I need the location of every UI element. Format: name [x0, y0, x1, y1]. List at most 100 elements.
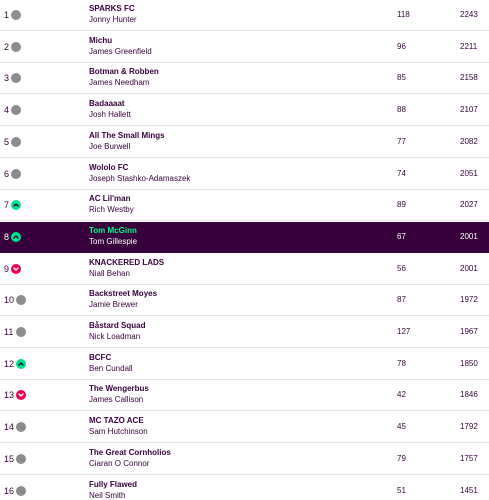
manager-name: Niall Behan	[89, 268, 130, 278]
total-points: 2082	[460, 136, 478, 146]
total-points: 2001	[460, 263, 478, 273]
total-points: 2051	[460, 168, 478, 178]
dot-icon	[11, 41, 21, 52]
team-name[interactable]: SPARKS FC	[89, 4, 135, 13]
chevron-down-icon	[16, 390, 26, 401]
team-name[interactable]: Fully Flawed	[89, 479, 138, 489]
dot-icon	[11, 168, 21, 179]
table-row[interactable]: 2 Michu James Greenfield 96 2211	[0, 32, 489, 63]
gameweek-points: 51	[397, 485, 406, 495]
gameweek-points: 56	[397, 263, 406, 273]
gameweek-points: 85	[397, 73, 406, 83]
chevron-up-icon	[16, 358, 26, 369]
team-name[interactable]: MC TAZO ACE	[89, 416, 144, 426]
table-row[interactable]: 9 KNACKERED LADS Niall Behan 56 2001	[0, 254, 489, 285]
table-row[interactable]: 14 MC TAZO ACE Sam Hutchinson 45 1792	[0, 412, 489, 444]
table-row[interactable]: 13 The Wengerbus James Callison 42 1846	[0, 380, 489, 412]
gameweek-points: 67	[397, 231, 406, 241]
rank-number: 3	[4, 73, 10, 84]
team-name[interactable]: Botman & Robben	[89, 67, 159, 77]
table-row[interactable]: 6 Wololo FC Joseph Stashko-Adamaszek 74 2051	[0, 159, 489, 190]
rank-number: 4	[4, 105, 10, 116]
gameweek-points: 88	[397, 105, 406, 115]
rank-number: 15	[4, 453, 15, 464]
manager-name: James Greenfield	[89, 46, 152, 56]
total-points: 1792	[460, 422, 478, 432]
total-points: 2158	[460, 73, 478, 83]
manager-name: James Needham	[89, 78, 150, 88]
gameweek-points: 42	[397, 390, 406, 400]
total-points: 2243	[460, 10, 478, 19]
gameweek-points: 78	[397, 358, 406, 368]
table-row[interactable]: 16 Fully Flawed Neil Smith 51 1451	[0, 476, 489, 500]
table-row[interactable]: 11 Båstard Squad Nick Loadman 127 1967	[0, 317, 489, 348]
manager-name: Ben Cundall	[89, 363, 133, 373]
table-row[interactable]: 12 BCFC Ben Cundall 78 1850	[0, 349, 489, 380]
total-points: 2027	[460, 200, 478, 210]
total-points: 2107	[460, 105, 478, 115]
manager-name: Josh Hallett	[89, 110, 131, 120]
manager-name: Rich Westby	[89, 205, 134, 215]
team-name[interactable]: All The Small Mings	[89, 130, 165, 140]
rank-number: 10	[4, 295, 15, 306]
gameweek-points: 74	[397, 168, 406, 178]
total-points: 1850	[460, 358, 478, 368]
dot-icon	[11, 105, 21, 116]
gameweek-points: 45	[397, 422, 406, 432]
team-name[interactable]: BCFC	[89, 352, 112, 362]
dot-icon	[11, 136, 21, 147]
manager-name: James Callison	[89, 395, 144, 405]
team-name[interactable]: Badaaaat	[89, 99, 125, 109]
rank-number: 14	[4, 422, 15, 433]
chevron-down-icon	[11, 263, 21, 274]
table-row[interactable]: 1 SPARKS FC Jonny Hunter 118 2243	[0, 0, 489, 31]
dot-icon	[16, 485, 26, 496]
chevron-up-icon	[11, 200, 21, 211]
team-name[interactable]: KNACKERED LADS	[89, 257, 165, 267]
table-row[interactable]: 7 AC Lil'man Rich Westby 89 2027	[0, 190, 489, 222]
team-name[interactable]: Backstreet Moyes	[89, 289, 158, 299]
gameweek-points: 87	[397, 295, 406, 305]
team-name[interactable]: Michu	[89, 35, 113, 45]
rank-number: 9	[4, 263, 10, 274]
team-name[interactable]: Båstard Squad	[89, 321, 146, 330]
rank-number: 1	[4, 10, 10, 20]
table-row[interactable]: 3 Botman & Robben James Needham 85 2158	[0, 63, 489, 95]
gameweek-points: 79	[397, 453, 406, 463]
manager-name: Tom Gillespie	[89, 236, 138, 246]
dot-icon	[11, 10, 21, 20]
total-points: 2001	[460, 231, 478, 241]
table-row-current-user[interactable]: 8 Tom McGinn Tom Gillespie 67 2001	[0, 221, 489, 253]
gameweek-points: 77	[397, 136, 406, 146]
rank-number: 12	[4, 358, 15, 369]
dot-icon	[16, 295, 26, 306]
total-points: 1967	[460, 327, 478, 336]
team-name[interactable]: Tom McGinn	[89, 225, 137, 235]
table-row[interactable]: 4 Badaaaat Josh Hallett 88 2107	[0, 95, 489, 127]
rank-number: 7	[4, 200, 10, 211]
dot-icon	[16, 453, 26, 464]
total-points: 2211	[460, 41, 478, 51]
rank-number: 13	[4, 390, 15, 401]
team-name[interactable]: The Great Cornholios	[89, 447, 171, 457]
manager-name: Neil Smith	[89, 490, 126, 500]
table-row[interactable]: 5 All The Small Mings Joe Burwell 77 2082	[0, 127, 489, 158]
manager-name: Jonny Hunter	[89, 15, 137, 24]
rank-number: 11	[4, 327, 14, 337]
gameweek-points: 89	[397, 200, 406, 210]
manager-name: Joe Burwell	[89, 141, 131, 151]
manager-name: Ciaran O Connor	[89, 458, 150, 468]
gameweek-points: 96	[397, 41, 406, 51]
team-name[interactable]: Wololo FC	[89, 162, 129, 172]
dot-icon	[16, 422, 26, 433]
team-name[interactable]: AC Lil'man	[89, 194, 131, 204]
manager-name: Nick Loadman	[89, 332, 141, 341]
gameweek-points: 118	[397, 10, 410, 19]
table-row[interactable]: 15 The Great Cornholios Ciaran O Connor 79 1…	[0, 444, 489, 475]
table-row[interactable]: 10 Backstreet Moyes Jamie Brewer 87 1972	[0, 285, 489, 317]
total-points: 1846	[460, 390, 478, 400]
total-points: 1972	[460, 295, 478, 305]
total-points: 1757	[460, 453, 478, 463]
team-name[interactable]: The Wengerbus	[89, 384, 149, 394]
